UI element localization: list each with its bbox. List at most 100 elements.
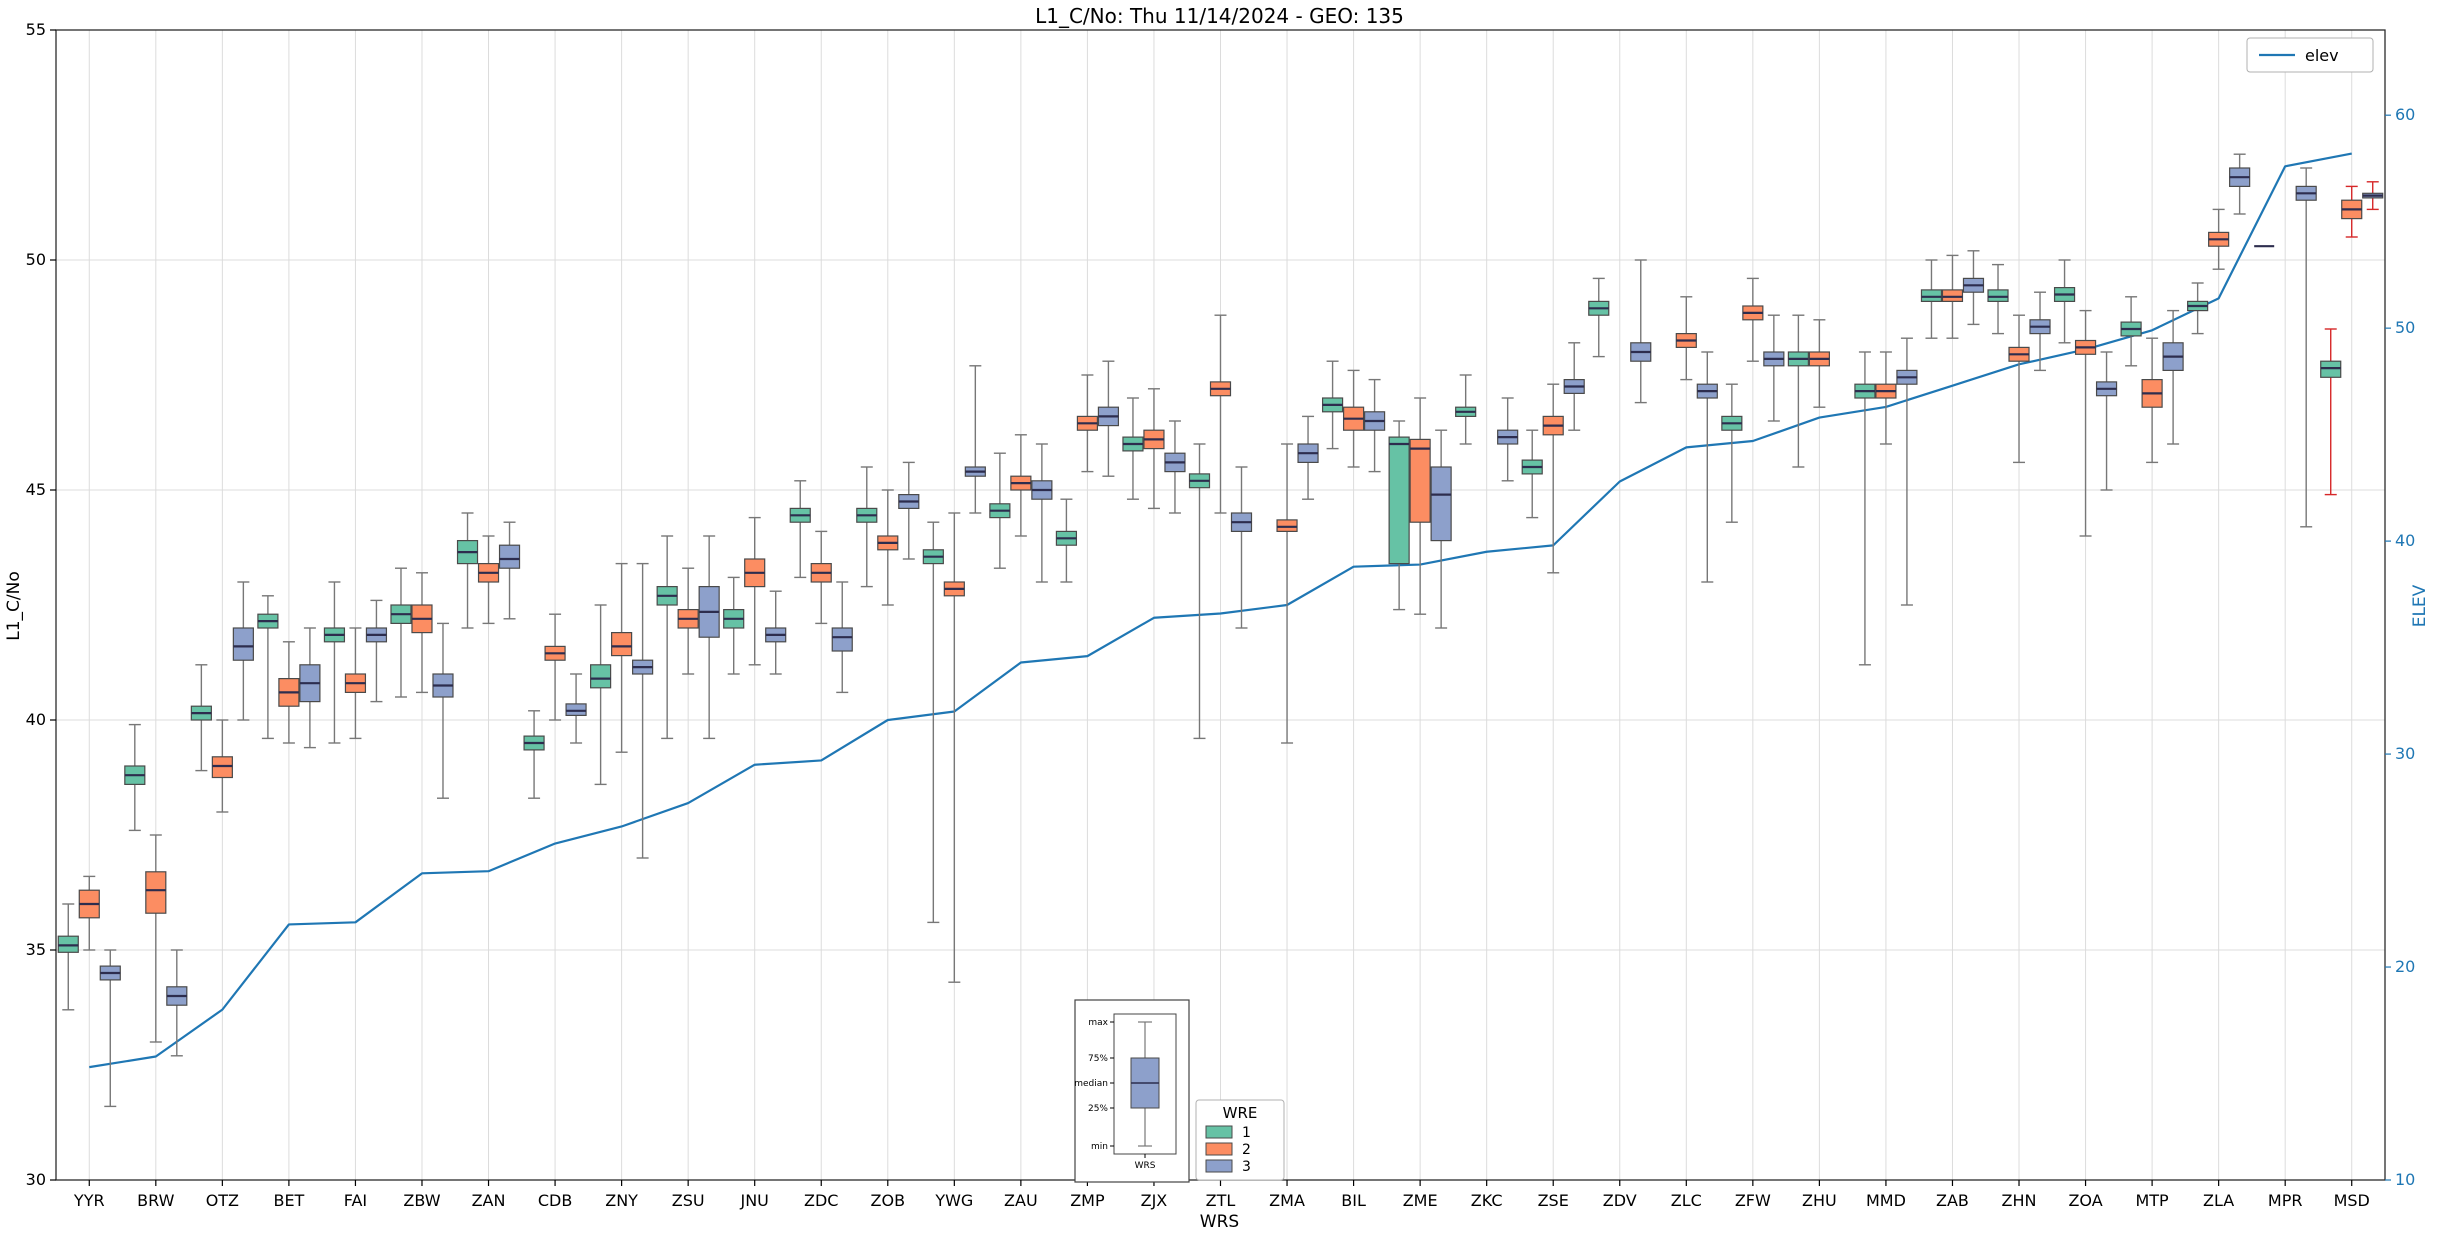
box-ZAN-2 (477, 535, 500, 625)
box-rect (1987, 289, 2009, 302)
inset-label: 75% (1088, 1054, 1108, 1064)
box-ZJX-1 (1122, 397, 1144, 500)
box-rect (1276, 519, 1298, 533)
wre-legend-swatch-2 (1205, 1142, 1233, 1156)
box-ZJX-3 (1164, 420, 1186, 514)
box-ZBW-2 (411, 572, 433, 694)
x-tick-label: FAI (344, 1191, 367, 1210)
elev-line-group (89, 152, 2352, 1069)
box-ZHN-2 (2008, 314, 2030, 464)
box-ZMP-1 (1055, 498, 1078, 583)
x-tick-label: YYR (73, 1191, 105, 1210)
box-FAI-1 (323, 581, 346, 744)
box-rect (2320, 360, 2342, 378)
x-tick-label: OTZ (206, 1191, 239, 1210)
box-ZSE-1 (1521, 429, 1543, 519)
x-tick-label: ZHN (2002, 1191, 2037, 1210)
box-ZAU-1 (989, 452, 1011, 569)
x-tick-label: ZNY (605, 1191, 638, 1210)
box-ZME-1 (1388, 420, 1410, 611)
inset-label: max (1088, 1018, 1108, 1028)
box-MMD-1 (1854, 351, 1876, 666)
box-rect (565, 703, 587, 717)
x-tick-label: ZLC (1671, 1191, 1702, 1210)
boxplot-groups (57, 153, 2384, 1108)
wre-legend-entry-label: 1 (1242, 1125, 1251, 1141)
x-tick-label: ZFW (1735, 1191, 1771, 1210)
right-tick-label: 50 (2395, 318, 2415, 337)
x-tick-label: BET (273, 1191, 304, 1210)
box-CDB-2 (544, 613, 566, 721)
elev-legend-box (2246, 37, 2374, 73)
box-ZLC-3 (1696, 351, 1718, 583)
box-BIL-2 (1342, 369, 1365, 468)
box-rect (232, 627, 254, 661)
box-ZLA-2 (2208, 208, 2230, 270)
x-tick-label: MTP (2135, 1191, 2169, 1210)
box-ZAB-1 (1920, 259, 1943, 339)
box-ZHU-1 (1787, 314, 1809, 468)
box-CDB-3 (565, 673, 587, 744)
box-JNU-1 (723, 576, 745, 675)
box-ZOB-1 (856, 466, 878, 588)
box-ZLC-2 (1675, 296, 1697, 381)
box-rect (1941, 289, 1964, 302)
box-ZJX-2 (1143, 388, 1165, 510)
box-ZFW-2 (1742, 277, 1764, 362)
box-OTZ-3 (232, 581, 254, 721)
box-rect (590, 664, 612, 689)
box-CDB-1 (523, 710, 545, 799)
box-MMD-3 (1896, 337, 1918, 606)
wre-legend-entry-label: 2 (1242, 1142, 1251, 1158)
box-MTP-1 (2120, 296, 2142, 367)
x-tick-label: ZKC (1471, 1191, 1503, 1210)
left-tick-label: 40 (26, 710, 46, 729)
box-ZMP-3 (1097, 360, 1120, 477)
box-ZNY-3 (632, 562, 654, 859)
box-MSD-3 (2362, 181, 2384, 211)
box-MMD-2 (1875, 351, 1897, 445)
box-ZOB-3 (898, 461, 920, 560)
right-tick-label: 10 (2395, 1170, 2415, 1189)
x-tick-label: ZOB (871, 1191, 906, 1210)
wre-legend-swatch-1 (1205, 1125, 1233, 1139)
box-BIL-1 (1321, 360, 1344, 450)
box-BRW-1 (124, 723, 146, 832)
x-tick-label: ZHU (1802, 1191, 1837, 1210)
box-FAI-2 (344, 627, 367, 740)
box-MTP-3 (2162, 309, 2184, 445)
x-tick-label: ZME (1403, 1191, 1438, 1210)
wre-legend-swatch-3 (1205, 1159, 1233, 1173)
inset-label: median (1074, 1079, 1108, 1089)
box-JNU-3 (765, 590, 787, 675)
x-tick-label: ZMA (1269, 1191, 1305, 1210)
box-rect (1920, 289, 1943, 302)
box-rect (498, 544, 521, 569)
box-ZFW-1 (1721, 383, 1743, 523)
box-ZMA-2 (1276, 443, 1298, 744)
box-ZAU-2 (1010, 434, 1032, 537)
box-YYR-3 (99, 949, 121, 1108)
x-tick-label: YWG (934, 1191, 973, 1210)
x-tick-label: ZDV (1603, 1191, 1637, 1210)
inset-xlabel: WRS (1135, 1161, 1156, 1171)
right-tick-label: 30 (2395, 744, 2415, 763)
box-ZHU-2 (1808, 319, 1830, 408)
box-ZNY-2 (611, 562, 633, 753)
elev-line (89, 152, 2352, 1069)
box-OTZ-1 (190, 664, 212, 772)
box-rect (1430, 466, 1452, 542)
box-ZME-3 (1430, 429, 1452, 629)
box-ZLA-1 (2187, 282, 2209, 335)
box-BRW-2 (145, 834, 167, 1043)
box-BET-1 (257, 595, 279, 740)
axes: 30 35 40 45 50 55 10 20 30 40 50 60 YYR BRW OTZ BET FAI Z… (26, 20, 2416, 1210)
box-ZDC-1 (789, 480, 811, 579)
box-ZDV-1 (1588, 277, 1610, 358)
x-tick-label: ZDC (804, 1191, 838, 1210)
box-ZAN-3 (498, 521, 521, 620)
box-BRW-3 (166, 949, 188, 1057)
box-YWG-1 (922, 521, 944, 924)
right-tick-label: 20 (2395, 957, 2415, 976)
